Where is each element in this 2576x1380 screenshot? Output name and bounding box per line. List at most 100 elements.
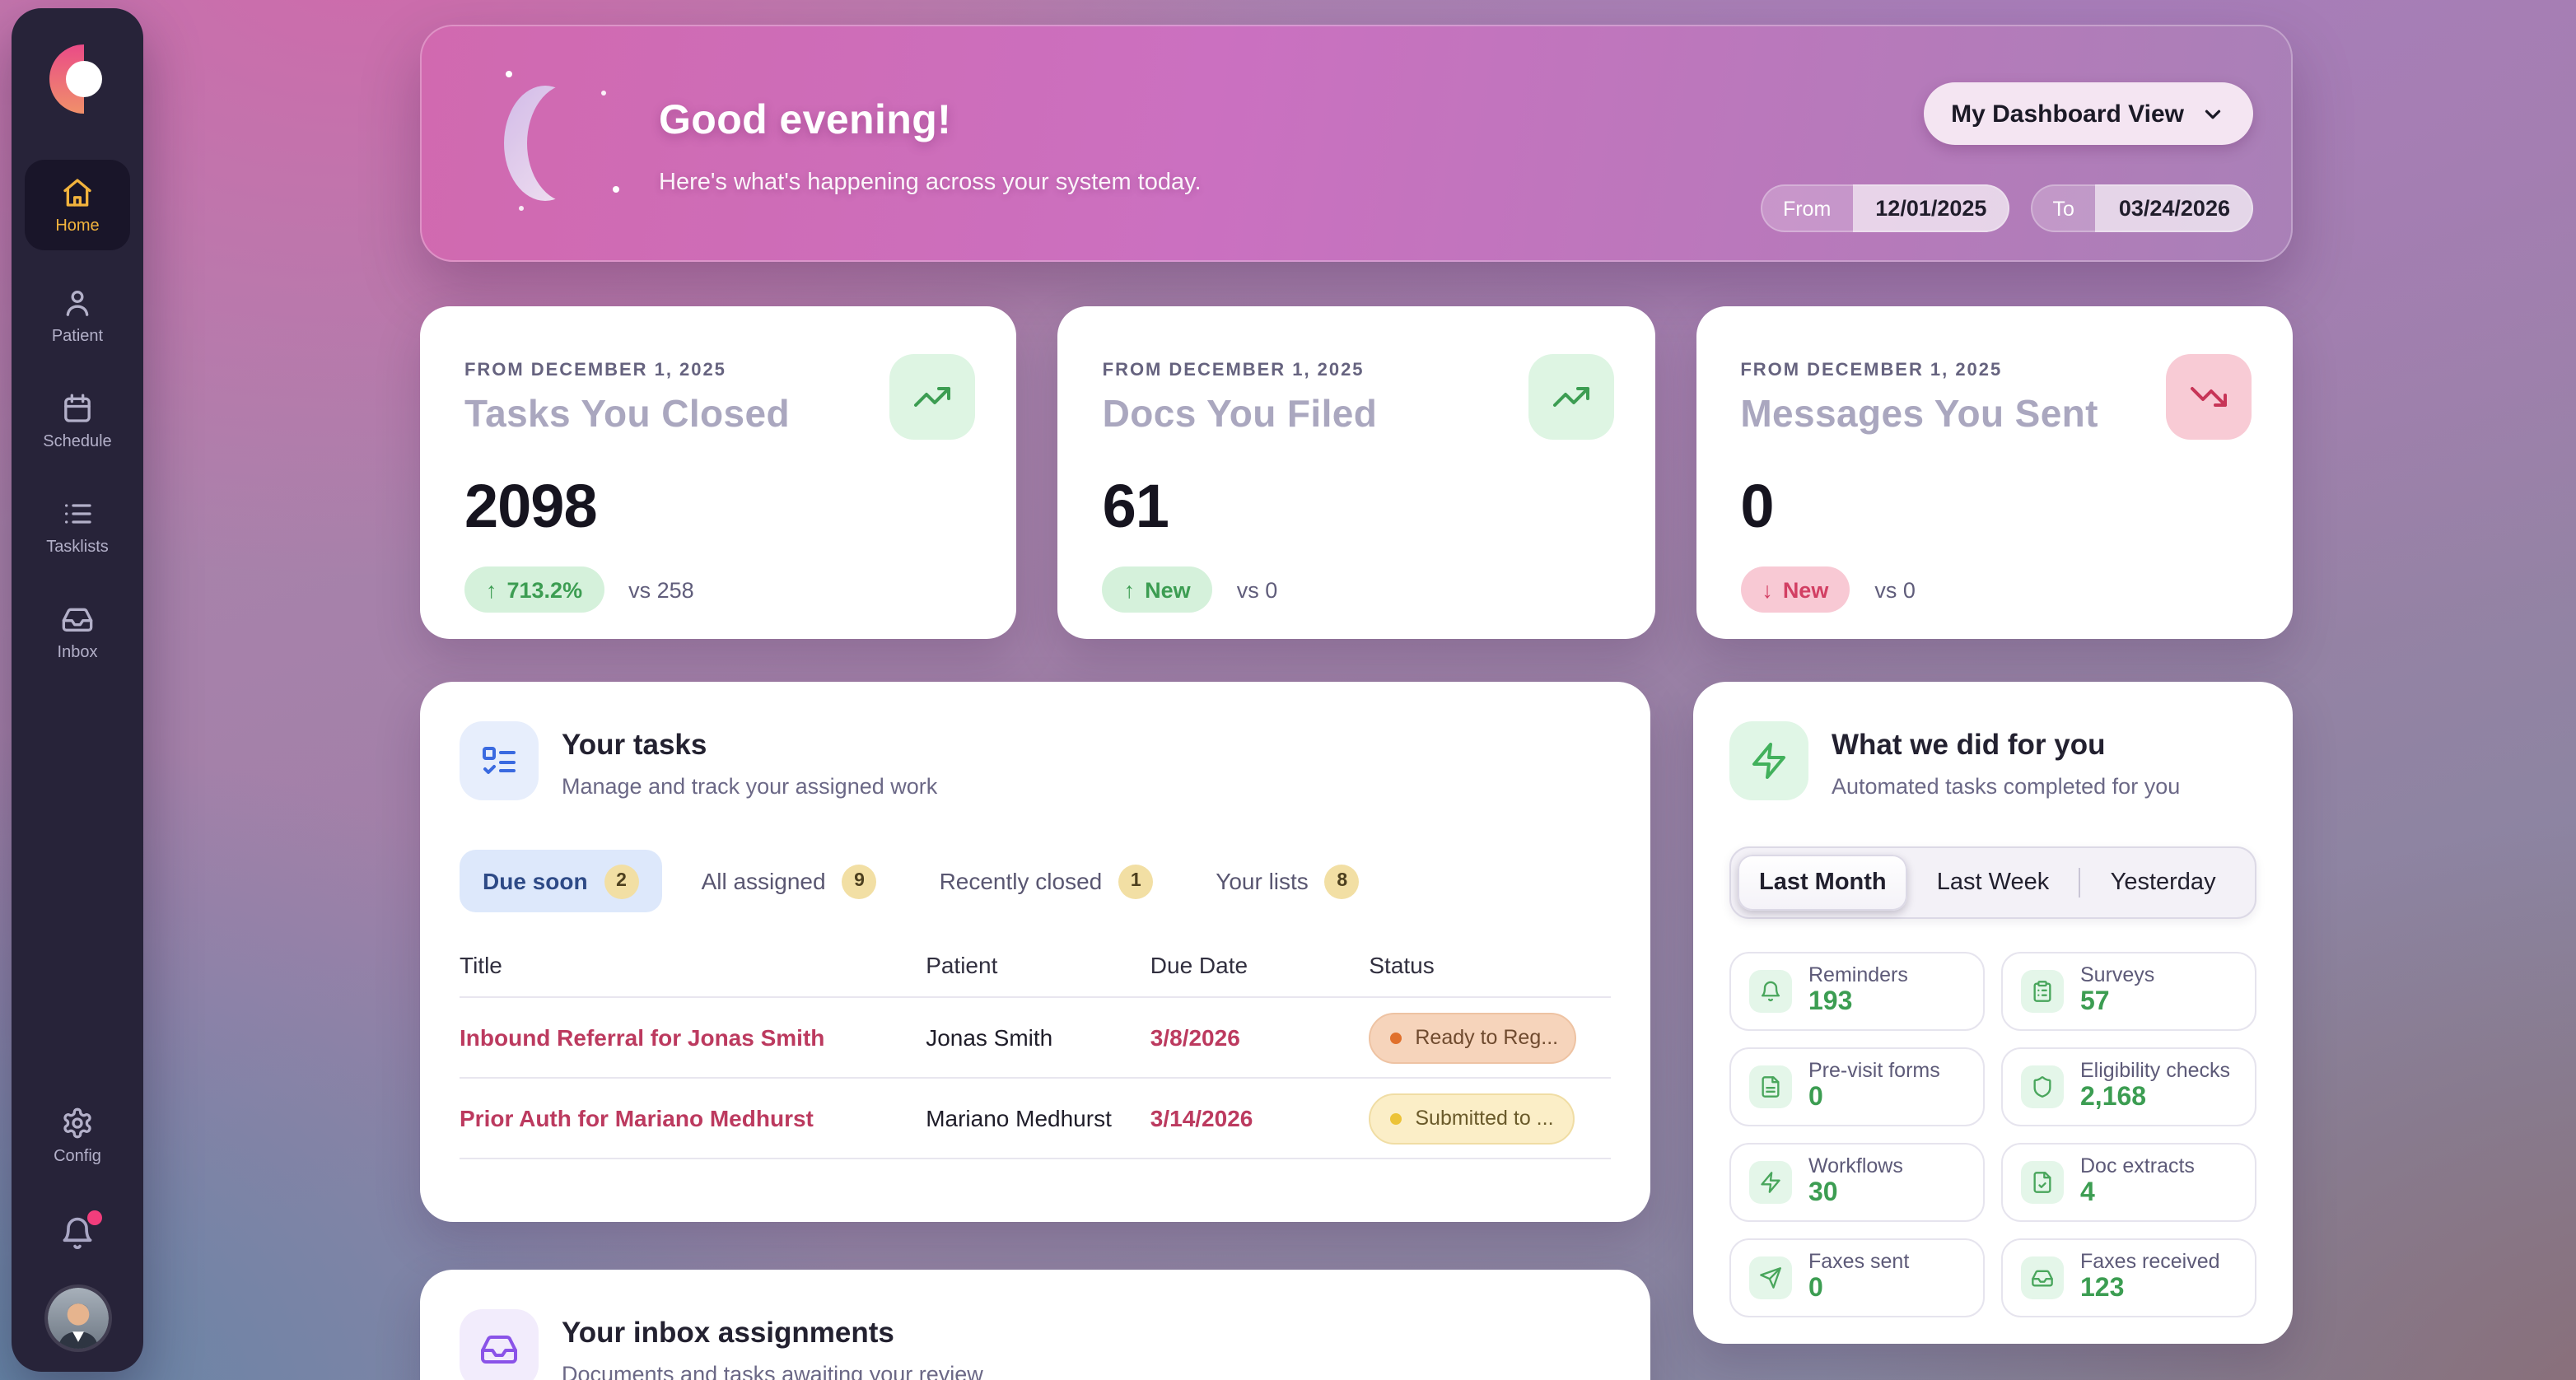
task-title-link[interactable]: Inbound Referral for Jonas Smith [460, 1024, 825, 1051]
col-status: Status [1369, 951, 1435, 977]
tab-due-soon[interactable]: Due soon 2 [460, 850, 662, 912]
stat-cards-row: FROM DECEMBER 1, 2025 Tasks You Closed 2… [420, 306, 2293, 639]
user-icon [66, 291, 89, 316]
status-dot [1390, 1032, 1402, 1043]
greeting-title: Good evening! [659, 97, 952, 143]
sparkle-dot [519, 206, 524, 211]
zap-icon [1749, 1161, 1792, 1204]
bell-icon [63, 1217, 92, 1249]
sidebar-item-patient[interactable]: Patient [25, 275, 130, 356]
date-from-label: From [1761, 184, 1853, 232]
sidebar-footer: Config [12, 1095, 143, 1372]
tasks-title: Your tasks [562, 728, 707, 761]
tab-count-badge: 2 [604, 864, 639, 898]
inbox-panel-subtitle: Documents and tasks awaiting your review [562, 1362, 983, 1380]
automation-panel: What we did for you Automated tasks comp… [1693, 682, 2293, 1344]
automation-title: What we did for you [1832, 728, 2106, 761]
dashboard-view-selector[interactable]: My Dashboard View [1923, 82, 2253, 145]
inbox-icon [2021, 1256, 2064, 1299]
calendar-icon [64, 394, 91, 422]
stat-title: Messages You Sent [1740, 392, 2098, 435]
sidebar-item-home[interactable]: Home [25, 160, 130, 250]
tile-reminders: Reminders 193 [1729, 952, 1985, 1031]
sidebar-item-label: Config [54, 1148, 101, 1166]
inbox-assignments-panel: Your inbox assignments Documents and tas… [420, 1270, 1650, 1380]
segment-last-week[interactable]: Last Week [1936, 869, 2050, 896]
table-row[interactable]: Inbound Referral for Jonas Smith Jonas S… [460, 998, 1611, 1079]
stat-card-tasks-closed: FROM DECEMBER 1, 2025 Tasks You Closed 2… [420, 306, 1017, 639]
notification-dot [87, 1210, 102, 1225]
bell-icon [1749, 970, 1792, 1013]
stat-comparison: vs 0 [1236, 577, 1278, 602]
segment-yesterday[interactable]: Yesterday [2078, 855, 2248, 911]
sidebar-item-schedule[interactable]: Schedule [25, 380, 130, 461]
stat-period: FROM DECEMBER 1, 2025 [1740, 361, 2003, 380]
file-text-icon [1749, 1065, 1792, 1108]
notifications-button[interactable] [59, 1210, 102, 1252]
tab-your-lists[interactable]: Your lists 8 [1192, 850, 1383, 912]
task-patient: Jonas Smith [926, 1024, 1053, 1051]
shield-icon [2021, 1065, 2064, 1108]
moon-icon [496, 77, 601, 209]
tasks-checklist-icon [460, 721, 539, 800]
tab-count-badge: 8 [1324, 864, 1360, 898]
stat-period: FROM DECEMBER 1, 2025 [1102, 361, 1365, 380]
stat-comparison: vs 258 [628, 577, 694, 602]
segment-last-month[interactable]: Last Month [1738, 855, 1908, 911]
date-from-value: 12/01/2025 [1852, 184, 2010, 232]
sidebar-nav: Home Patient Schedule Tasklists [12, 160, 143, 672]
avatar-image [47, 1288, 108, 1349]
table-header-row: Title Patient Due Date Status [460, 932, 1611, 998]
tab-count-badge: 1 [1118, 864, 1154, 898]
stat-delta-badge: ↑ 713.2% [464, 566, 604, 613]
stat-title: Tasks You Closed [464, 392, 790, 435]
sidebar-item-inbox[interactable]: Inbox [25, 591, 130, 672]
inbox-panel-title: Your inbox assignments [562, 1316, 894, 1349]
stat-title: Docs You Filed [1102, 392, 1378, 435]
tile-faxes-received: Faxes received 123 [2001, 1238, 2256, 1317]
stat-value: 61 [1102, 473, 1169, 540]
sidebar-item-config[interactable]: Config [25, 1095, 130, 1176]
list-icon [65, 504, 91, 524]
table-row[interactable]: Prior Auth for Mariano Medhurst Mariano … [460, 1079, 1611, 1159]
tile-faxes-sent: Faxes sent 0 [1729, 1238, 1985, 1317]
status-badge: Ready to Reg... [1369, 1012, 1577, 1063]
app-logo-icon[interactable] [40, 41, 115, 117]
inbox-icon [62, 608, 93, 632]
sparkle-dot [506, 71, 512, 77]
zap-icon [1729, 721, 1808, 800]
sidebar-item-tasklists[interactable]: Tasklists [25, 486, 130, 566]
inbox-icon [460, 1309, 539, 1380]
task-title-link[interactable]: Prior Auth for Mariano Medhurst [460, 1105, 814, 1131]
trending-down-icon [2165, 354, 2252, 440]
sidebar-item-label: Inbox [57, 644, 98, 662]
tile-doc-extracts: Doc extracts 4 [2001, 1143, 2256, 1222]
your-tasks-panel: Your tasks Manage and track your assigne… [420, 682, 1650, 1222]
date-from-field[interactable]: From 12/01/2025 [1761, 184, 2010, 232]
stat-value: 0 [1740, 473, 1774, 540]
dashboard-view-label: My Dashboard View [1951, 100, 2184, 128]
col-due-date: Due Date [1150, 951, 1248, 977]
stat-value: 2098 [464, 473, 598, 540]
tile-previsit-forms: Pre-visit forms 0 [1729, 1047, 1985, 1126]
stat-card-docs-filed: FROM DECEMBER 1, 2025 Docs You Filed 61 … [1057, 306, 1655, 639]
col-title: Title [460, 951, 502, 977]
tasks-tabs: Due soon 2 All assigned 9 Recently close… [460, 850, 1611, 912]
sparkle-dot [601, 91, 606, 96]
tile-eligibility-checks: Eligibility checks 2,168 [2001, 1047, 2256, 1126]
col-patient: Patient [926, 951, 998, 977]
gear-icon [63, 1107, 91, 1139]
date-to-field[interactable]: To 03/24/2026 [2031, 184, 2253, 232]
stat-delta-badge: ↑ New [1102, 566, 1212, 613]
tasks-subtitle: Manage and track your assigned work [562, 774, 938, 799]
stat-period: FROM DECEMBER 1, 2025 [464, 361, 726, 380]
welcome-banner: Good evening! Here's what's happening ac… [420, 25, 2293, 262]
status-badge: Submitted to ... [1369, 1093, 1575, 1144]
date-to-value: 03/24/2026 [2095, 184, 2253, 232]
tab-all-assigned[interactable]: All assigned 9 [679, 850, 900, 912]
greeting-subtitle: Here's what's happening across your syst… [659, 170, 1202, 196]
user-avatar[interactable] [47, 1288, 108, 1349]
stat-card-messages-sent: FROM DECEMBER 1, 2025 Messages You Sent … [1696, 306, 2293, 639]
tab-recently-closed[interactable]: Recently closed 1 [917, 850, 1177, 912]
